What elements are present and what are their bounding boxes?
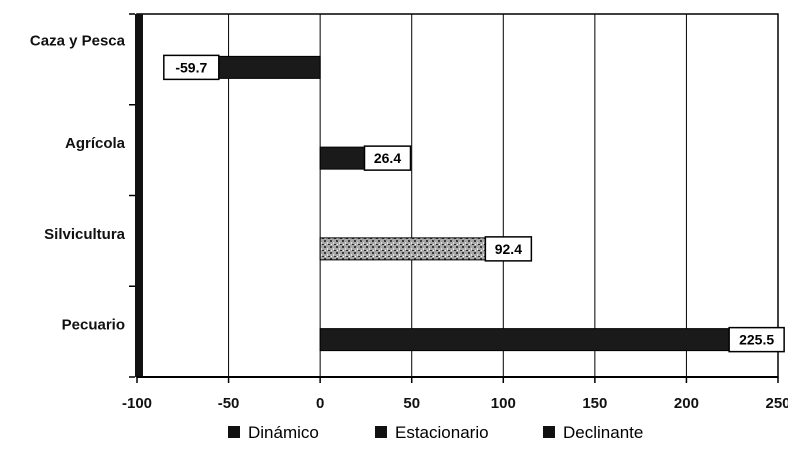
data-label-text: 225.5 xyxy=(739,332,774,348)
legend-swatch xyxy=(228,426,240,438)
data-label-box xyxy=(484,236,533,262)
category-label: Caza y Pesca xyxy=(30,32,126,49)
category-label: Agrícola xyxy=(65,135,126,152)
bar-pecuario xyxy=(319,328,734,352)
bar-silvicultura xyxy=(319,237,490,261)
x-tick-label: 100 xyxy=(491,395,516,412)
legend-item: Estacionario xyxy=(375,423,489,442)
legend-label: Estacionario xyxy=(395,423,489,442)
x-tick-label: 200 xyxy=(674,395,699,412)
legend: Dinámico Estacionario Declinante xyxy=(228,423,643,442)
x-tick-label: -100 xyxy=(122,395,152,412)
y-axis-wall xyxy=(135,14,143,377)
bars xyxy=(210,55,734,352)
x-tick-label: 150 xyxy=(582,395,607,412)
data-label-text: 26.4 xyxy=(374,150,401,166)
x-tick-label: 250 xyxy=(765,395,788,412)
bar-caza-y-pesca xyxy=(210,55,321,79)
bar-agr-cola xyxy=(319,146,369,170)
data-label-text: -59.7 xyxy=(175,59,207,75)
data-label-box xyxy=(163,54,220,81)
legend-label: Declinante xyxy=(563,423,643,442)
legend-swatch xyxy=(543,426,555,438)
data-labels: -59.7 26.4 92.4 225.5 xyxy=(163,54,785,353)
axes: -100 -50 0 50 100 150 200 250 Caza y Pesca Agríco… xyxy=(30,13,788,412)
category-label: Pecuario xyxy=(62,317,125,334)
legend-label: Dinámico xyxy=(248,423,319,442)
legend-item: Dinámico xyxy=(228,423,319,442)
data-label-box xyxy=(363,145,412,171)
x-tick-label: 50 xyxy=(403,395,420,412)
data-label: -59.7 xyxy=(163,54,220,81)
data-label-box xyxy=(728,326,785,353)
data-label: 92.4 xyxy=(484,236,533,262)
legend-swatch xyxy=(375,426,387,438)
data-label-text: 92.4 xyxy=(495,241,522,257)
data-label: 225.5 xyxy=(728,326,785,353)
data-label: 26.4 xyxy=(363,145,412,171)
legend-item: Declinante xyxy=(543,423,643,442)
category-label: Silvicultura xyxy=(44,226,126,243)
x-tick-label: 0 xyxy=(316,395,324,412)
x-tick-label: -50 xyxy=(218,395,240,412)
